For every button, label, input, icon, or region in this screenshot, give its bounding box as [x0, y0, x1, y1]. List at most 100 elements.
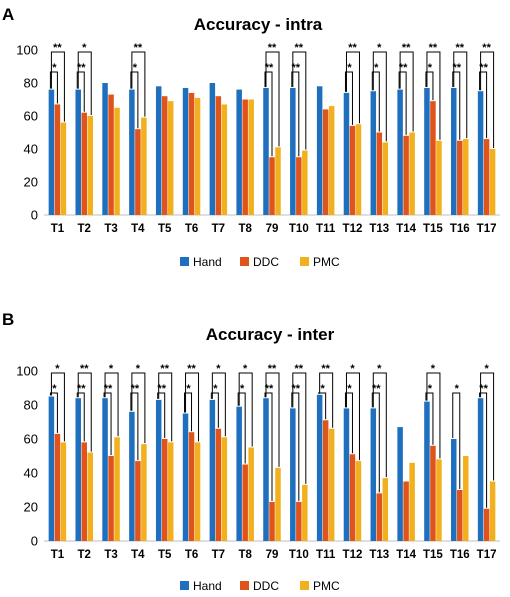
bar-hand-t14 [397, 427, 403, 541]
bar-pmc-t5 [167, 442, 174, 541]
x-tick-label: 79 [266, 549, 279, 561]
bar-ddc-t1 [54, 104, 61, 215]
bar-hand-t6 [182, 87, 189, 215]
legend-label-hand: Hand [193, 255, 222, 269]
y-tick-label: 80 [24, 398, 38, 413]
x-tick-label: T5 [158, 223, 172, 235]
y-tick-label: 0 [31, 534, 38, 549]
bar-ddc-79 [269, 157, 275, 215]
bar-ddc-t4 [135, 129, 141, 215]
sig-star-hand-pmc: * [377, 42, 382, 54]
bar-pmc-t7 [221, 437, 228, 541]
sig-star-hand-ddc: ** [479, 62, 488, 74]
legend-label-pmc: PMC [313, 579, 340, 593]
sig-star-hand-pmc: ** [268, 363, 277, 375]
x-tick-label: T1 [51, 549, 65, 561]
x-tick-label: T6 [185, 549, 198, 561]
sig-bracket-hand-pmc [292, 372, 307, 484]
sig-bracket-hand-pmc [319, 372, 334, 428]
bar-hand-79 [263, 398, 269, 541]
sig-star-hand-pmc: ** [134, 42, 143, 54]
bar-pmc-t12 [355, 461, 362, 541]
bar-ddc-t17 [483, 508, 490, 541]
bar-hand-t8 [236, 406, 242, 541]
x-tick-label: T10 [289, 549, 309, 561]
bar-hand-t12 [343, 408, 350, 541]
sig-star-hand-pmc: ** [402, 42, 411, 54]
bar-hand-t8 [236, 89, 242, 215]
bar-hand-t4 [129, 89, 135, 215]
x-tick-label: T4 [131, 549, 145, 561]
bar-pmc-t7 [221, 104, 228, 215]
bar-pmc-t8 [248, 447, 254, 541]
sig-bracket-hand-pmc [265, 51, 280, 147]
sig-star-hand-ddc: ** [399, 62, 408, 74]
bar-ddc-t16 [457, 490, 463, 541]
sig-star-hand-ddc: * [374, 62, 379, 74]
sig-star-hand-ddc: * [52, 62, 57, 74]
bar-ddc-t3 [108, 456, 114, 541]
bar-ddc-t6 [188, 92, 195, 215]
bar-pmc-t10 [302, 484, 308, 541]
sig-star-hand-ddc: * [347, 383, 352, 395]
x-tick-label: T16 [450, 549, 470, 561]
sig-star-hand-pmc: * [55, 363, 60, 375]
bar-pmc-t3 [114, 107, 120, 215]
bar-hand-t3 [102, 83, 108, 215]
sig-bracket-hand-ddc [291, 392, 300, 501]
sig-star-hand-ddc: ** [265, 62, 274, 74]
sig-bracket-hand-ddc [130, 392, 139, 461]
sig-bracket-hand-ddc [76, 71, 85, 112]
sig-star-hand-pmc: * [243, 363, 248, 375]
legend-swatch-hand [180, 581, 189, 590]
x-tick-label: T3 [104, 549, 117, 561]
x-tick-label: T6 [185, 223, 198, 235]
chart-title: Accuracy - intra [194, 15, 323, 34]
sig-bracket-hand-ddc [103, 392, 112, 455]
bar-ddc-t6 [188, 432, 195, 541]
sig-bracket-hand-ddc [237, 392, 246, 464]
sig-star-hand-ddc: * [213, 383, 218, 395]
y-tick-label: 20 [24, 500, 38, 515]
sig-star-hand-pmc: * [431, 363, 436, 375]
sig-star-hand-ddc: * [133, 62, 138, 74]
x-tick-label: T11 [316, 223, 336, 235]
sig-bracket-hand-ddc [157, 392, 166, 438]
sig-bracket-hand-pmc [77, 372, 92, 452]
legend-label-pmc: PMC [313, 255, 340, 269]
legend-swatch-pmc [300, 257, 309, 266]
x-tick-label: T2 [78, 223, 91, 235]
bar-hand-t2 [75, 398, 81, 541]
bar-pmc-t8 [248, 99, 254, 215]
significance-brackets: ************************************* [49, 42, 495, 157]
bar-ddc-t13 [376, 132, 383, 215]
bar-hand-t17 [477, 91, 484, 215]
bar-ddc-t11 [322, 109, 329, 215]
sig-bracket-hand-ddc [130, 71, 139, 129]
sig-bracket-hand-ddc [479, 392, 488, 508]
bar-ddc-t10 [296, 157, 302, 215]
bar-hand-t16 [451, 439, 457, 541]
bar-ddc-t11 [322, 420, 329, 541]
sig-star-hand-ddc: * [186, 383, 191, 395]
panel-letter: A [2, 5, 14, 24]
sig-star-hand-ddc: ** [77, 383, 86, 395]
sig-bracket-hand-ddc [291, 71, 300, 157]
x-tick-label: T17 [477, 223, 497, 235]
bar-pmc-t17 [489, 149, 496, 215]
bar-hand-t10 [290, 408, 296, 541]
bar-pmc-t1 [60, 122, 67, 215]
bar-pmc-t15 [436, 459, 442, 541]
bar-hand-t5 [155, 399, 162, 541]
x-tick-label: T14 [396, 549, 416, 561]
sig-bracket-hand-pmc [158, 372, 173, 442]
sig-star-hand-pmc: ** [268, 42, 277, 54]
bar-ddc-t8 [242, 99, 248, 215]
sig-bracket-hand-pmc [77, 51, 92, 115]
sig-bracket-hand-pmc [372, 51, 387, 142]
bar-ddc-t7 [215, 96, 222, 215]
bar-pmc-t3 [114, 437, 120, 541]
sig-bracket-hand-pmc [50, 372, 65, 442]
sig-star-hand-pmc: ** [429, 42, 438, 54]
bar-pmc-t16 [463, 139, 469, 215]
